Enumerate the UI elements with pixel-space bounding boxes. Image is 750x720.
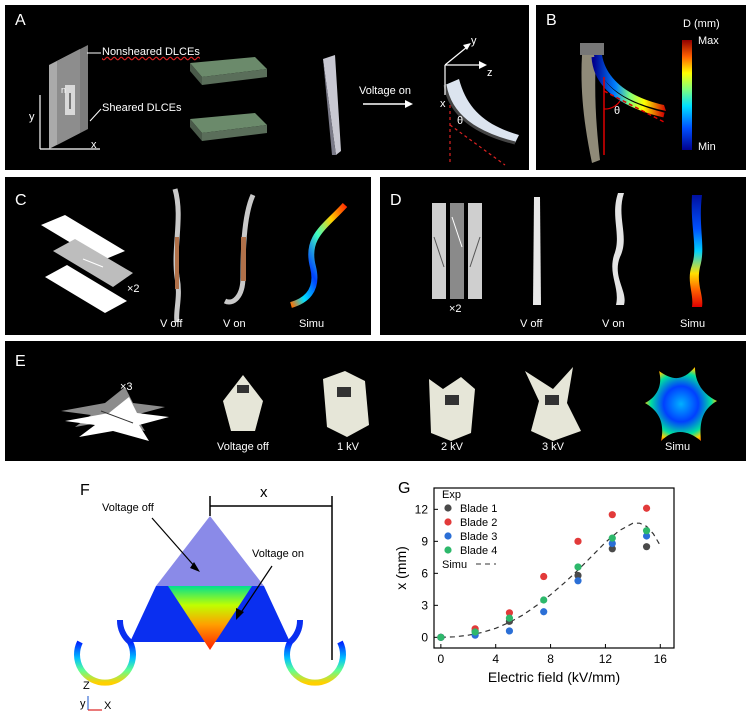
theta-label-b: θ xyxy=(614,105,621,117)
panel-b: B D (mm) Max Min θ xyxy=(536,5,746,170)
data-point-blade-2 xyxy=(505,609,514,617)
colorbar-min: Min xyxy=(698,141,716,153)
axis3-z-label: z xyxy=(487,67,493,79)
legend-label: Blade 2 xyxy=(460,517,497,529)
f-voltage-off: Voltage off xyxy=(102,502,154,514)
y-tick-label: 6 xyxy=(421,566,428,580)
x-tick-label: 8 xyxy=(547,652,554,666)
e-caption-2: 1 kV xyxy=(337,441,360,453)
data-point-blade-4 xyxy=(540,596,548,604)
f-axis-y: y xyxy=(80,698,86,710)
data-point-blade-2 xyxy=(608,511,616,519)
f-voltage-on: Voltage on xyxy=(252,548,304,560)
x-tick-label: 0 xyxy=(438,652,445,666)
panel-c: C ×2 V off V on Simu xyxy=(5,177,371,335)
panel-a: A Nonsheared DLCEs Sheared DLCEs n y x V… xyxy=(5,5,529,170)
panel-b-label: B xyxy=(546,12,557,29)
data-point-blade-1 xyxy=(608,545,616,553)
x-tick-label: 12 xyxy=(599,652,613,666)
panel-f-drawing xyxy=(74,496,346,711)
nonsheared-label: Nonsheared DLCEs xyxy=(102,46,200,58)
data-point-blade-3 xyxy=(505,627,514,635)
f-x-label: x xyxy=(260,484,268,501)
data-point-blade-4 xyxy=(608,534,616,542)
panel-f-label: F xyxy=(80,482,90,499)
d-von: V on xyxy=(602,318,625,330)
x-tick-label: 16 xyxy=(654,652,668,666)
data-point-blade-2 xyxy=(574,537,582,545)
f-axis-x: X xyxy=(104,700,112,712)
data-point-blade-4 xyxy=(505,614,514,622)
d-simu: Simu xyxy=(680,318,706,330)
data-point-blade-3 xyxy=(574,577,582,585)
sheared-label: Sheared DLCEs xyxy=(102,102,182,114)
d-mult: ×2 xyxy=(449,303,462,315)
data-point-blade-4 xyxy=(437,633,445,641)
panel-g-label: G xyxy=(398,480,411,497)
legend-label: Blade 3 xyxy=(460,531,497,543)
e-caption-1: Voltage off xyxy=(217,441,269,453)
data-point-blade-4 xyxy=(642,527,651,535)
data-point-blade-3 xyxy=(642,532,651,540)
theta-label-a: θ xyxy=(457,115,464,127)
panel-d: D ×2 V off V on Simu xyxy=(380,177,746,335)
legend-marker xyxy=(444,532,452,540)
panel-c-label: C xyxy=(15,192,27,209)
panel-e-drawing xyxy=(61,367,717,441)
y-tick-label: 12 xyxy=(415,502,429,516)
x-tick-label: 4 xyxy=(492,652,499,666)
legend-title: Exp xyxy=(442,489,461,501)
panel-a-label: A xyxy=(15,12,26,29)
y-tick-label: 3 xyxy=(421,598,428,612)
voltage-on-label: Voltage on xyxy=(359,85,411,97)
c-simu: Simu xyxy=(299,318,325,330)
chart-g: 0 4 8 12 16 0 3 6 9 12 Electric field (kV/mm) x (mm… xyxy=(393,487,675,685)
axis-x-label: x xyxy=(91,139,97,151)
legend-simu-label: Simu xyxy=(442,559,467,571)
legend-marker xyxy=(444,518,452,526)
x-axis-label: Electric field (kV/mm) xyxy=(488,669,620,685)
n-label: n xyxy=(61,85,67,95)
data-point-blade-3 xyxy=(540,608,548,616)
e-mult: ×3 xyxy=(120,381,133,393)
colorbar-title: D (mm) xyxy=(683,18,720,30)
axis3-y-label: y xyxy=(471,35,477,47)
y-tick-label: 0 xyxy=(421,630,428,644)
legend-marker xyxy=(444,504,452,512)
panel-a-drawing xyxy=(39,43,519,166)
panel-e-label: E xyxy=(15,353,26,370)
data-point-blade-1 xyxy=(642,543,651,551)
e-caption-4: 3 kV xyxy=(542,441,565,453)
data-point-blade-3 xyxy=(608,539,616,548)
legend-label: Blade 1 xyxy=(460,503,497,515)
c-mult: ×2 xyxy=(127,283,140,295)
c-von: V on xyxy=(223,318,246,330)
panel-b-drawing xyxy=(580,40,692,163)
plot-frame xyxy=(433,487,675,649)
panel-f: F x Voltage off Voltage on Z y X xyxy=(60,470,380,715)
panel-d-drawing xyxy=(432,193,703,307)
data-point-blade-2 xyxy=(540,572,548,581)
legend-marker xyxy=(444,546,452,554)
panel-g: G 0 4 8 12 16 0 3 6 9 12 Electric field (kV/mm) x (… xyxy=(390,470,746,715)
c-voff: V off xyxy=(160,318,183,330)
data-point-blade-1 xyxy=(574,571,582,580)
d-voff: V off xyxy=(520,318,543,330)
data-point-blade-2 xyxy=(642,504,651,512)
e-caption-3: 2 kV xyxy=(441,441,464,453)
panel-c-drawing xyxy=(41,188,348,323)
y-axis-label: x (mm) xyxy=(393,546,409,590)
data-point-blade-4 xyxy=(471,628,479,636)
legend-label: Blade 4 xyxy=(460,545,497,557)
e-caption-5: Simu xyxy=(665,441,691,453)
data-point-blade-4 xyxy=(574,563,582,571)
axis3-x-label: x xyxy=(440,98,446,110)
panel-e: E ×3 Voltage off 1 kV 2 kV 3 kV Simu xyxy=(5,341,746,461)
simu-curve xyxy=(440,522,661,638)
axis-y-label: y xyxy=(29,111,35,123)
f-axis-z: Z xyxy=(83,680,90,692)
y-tick-label: 9 xyxy=(421,534,428,548)
panel-d-label: D xyxy=(390,192,402,209)
colorbar-max: Max xyxy=(698,35,719,47)
